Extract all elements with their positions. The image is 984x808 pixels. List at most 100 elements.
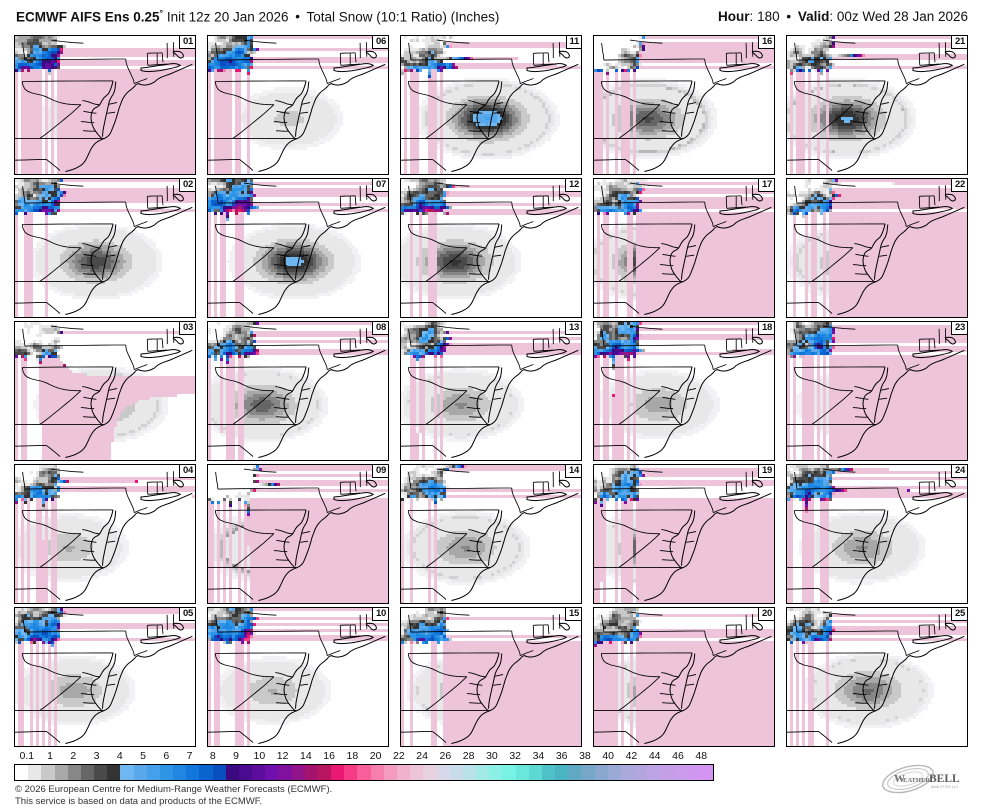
colorbar-swatch <box>80 765 95 780</box>
colorbar-swatch <box>41 765 55 780</box>
ensemble-panel-16[interactable]: 16 <box>593 35 775 175</box>
colorbar-tick: 32 <box>509 750 521 762</box>
colorbar-swatch <box>199 765 213 780</box>
colorbar-swatch <box>278 765 292 780</box>
colorbar-tick: 12 <box>277 750 289 762</box>
hour-label: Hour <box>718 9 750 24</box>
ensemble-panel-01[interactable]: 01 <box>14 35 196 175</box>
panel-number-label: 25 <box>951 608 967 621</box>
ensemble-panel-08[interactable]: 08 <box>207 321 389 461</box>
colorbar-swatch <box>265 765 279 780</box>
colorbar-tick: 20 <box>370 750 382 762</box>
panel-number-label: 23 <box>951 322 967 335</box>
colorbar-swatch <box>173 765 187 780</box>
ensemble-panel-04[interactable]: 04 <box>14 464 196 604</box>
colorbar-swatch <box>699 765 714 780</box>
colorbar-swatch <box>502 765 516 780</box>
colorbar-tick: 36 <box>556 750 568 762</box>
colorbar-tick: 7 <box>187 750 193 762</box>
colorbar-swatch <box>344 765 358 780</box>
panel-number-label: 02 <box>179 179 195 192</box>
colorbar-tick-labels: 0.1 1 2 3 4 5 6 7 8 9 10 12 14 16 18 20 22 24 26 28 30 32 34 36… <box>14 750 714 764</box>
colorbar-swatch <box>370 765 384 780</box>
panel-number-label: 13 <box>565 322 581 335</box>
ensemble-panel-05[interactable]: 05 <box>14 607 196 747</box>
panel-number-label: 01 <box>179 36 195 49</box>
panel-number-label: 15 <box>565 608 581 621</box>
ensemble-panel-02[interactable]: 02 <box>14 178 196 318</box>
panel-number-label: 21 <box>951 36 967 49</box>
panel-number-label: 22 <box>951 179 967 192</box>
colorbar-tick: 0.1 <box>19 750 34 762</box>
colorbar-tick: 9 <box>233 750 239 762</box>
colorbar-swatch <box>410 765 424 780</box>
colorbar-swatch <box>252 765 266 780</box>
panel-number-label: 03 <box>179 322 195 335</box>
ensemble-panel-19[interactable]: 19 <box>593 464 775 604</box>
colorbar-swatch <box>476 765 490 780</box>
colorbar-tick: 28 <box>463 750 475 762</box>
colorbar-swatch <box>304 765 318 780</box>
colorbar-swatch <box>159 765 174 780</box>
colorbar-tick: 1 <box>47 750 53 762</box>
colorbar-tick: 14 <box>300 750 312 762</box>
ensemble-panel-10[interactable]: 10 <box>207 607 389 747</box>
colorbar-swatch <box>647 765 661 780</box>
ensemble-panel-12[interactable]: 12 <box>400 178 582 318</box>
colorbar-swatch <box>423 765 437 780</box>
ensemble-panel-14[interactable]: 14 <box>400 464 582 604</box>
colorbar-swatch <box>528 765 542 780</box>
colorbar-tick: 48 <box>695 750 707 762</box>
ensemble-panel-11[interactable]: 11 <box>400 35 582 175</box>
colorbar-swatch <box>146 765 160 780</box>
ensemble-panel-15[interactable]: 15 <box>400 607 582 747</box>
panel-number-label: 04 <box>179 465 195 478</box>
init-time: Init 12z 20 Jan 2026 <box>167 9 289 24</box>
footer-attribution: © 2026 European Centre for Medium-Range … <box>15 784 615 807</box>
colorbar-swatch <box>515 765 529 780</box>
page-header: ECMWF AIFS Ens 0.25° Init 12z 20 Jan 202… <box>0 0 984 32</box>
ensemble-panel-18[interactable]: 18 <box>593 321 775 461</box>
panel-number-label: 18 <box>758 322 774 335</box>
ensemble-panel-17[interactable]: 17 <box>593 178 775 318</box>
colorbar-swatch <box>54 765 68 780</box>
colorbar-swatch <box>357 765 371 780</box>
colorbar-swatch <box>555 765 569 780</box>
colorbar-tick: 6 <box>163 750 169 762</box>
ensemble-panel-06[interactable]: 06 <box>207 35 389 175</box>
colorbar-swatch <box>317 765 332 780</box>
panel-number-label: 09 <box>372 465 388 478</box>
colorbar-tick: 3 <box>94 750 100 762</box>
hour-value: 180 <box>757 9 780 24</box>
header-left-title: ECMWF AIFS Ens 0.25° Init 12z 20 Jan 202… <box>16 8 499 25</box>
ensemble-panel-07[interactable]: 07 <box>207 178 389 318</box>
ensemble-panel-03[interactable]: 03 <box>14 321 196 461</box>
colorbar-swatch <box>15 765 29 780</box>
panel-number-label: 24 <box>951 465 967 478</box>
product-name: Total Snow (10:1 Ratio) (Inches) <box>307 9 500 24</box>
colorbar-swatch <box>94 765 108 780</box>
colorbar-swatch <box>291 765 305 780</box>
ensemble-panel-13[interactable]: 13 <box>400 321 582 461</box>
ensemble-panel-21[interactable]: 21 <box>786 35 968 175</box>
weatherbell-logo: W EATHER BELL ANALYTICS LLC <box>874 762 970 796</box>
colorbar-swatch <box>212 765 226 780</box>
ensemble-panel-20[interactable]: 20 <box>593 607 775 747</box>
colorbar-swatch <box>660 765 674 780</box>
colorbar-swatch <box>449 765 463 780</box>
colorbar-swatch <box>489 765 503 780</box>
colorbar-tick: 16 <box>323 750 335 762</box>
ensemble-panel-grid: 01 06 11 16 21 02 07 12 17 22 03 08 13 18 23 04 09 14 19 24… <box>14 35 970 749</box>
panel-number-label: 20 <box>758 608 774 621</box>
ensemble-panel-09[interactable]: 09 <box>207 464 389 604</box>
colorbar-tick: 10 <box>254 750 266 762</box>
panel-number-label: 17 <box>758 179 774 192</box>
ensemble-panel-22[interactable]: 22 <box>786 178 968 318</box>
header-right-title: Hour: 180 • Valid: 00z Wed 28 Jan 2026 <box>718 9 968 24</box>
colorbar-swatch <box>383 765 397 780</box>
colorbar-tick: 30 <box>486 750 498 762</box>
ensemble-panel-25[interactable]: 25 <box>786 607 968 747</box>
ensemble-panel-23[interactable]: 23 <box>786 321 968 461</box>
ensemble-panel-24[interactable]: 24 <box>786 464 968 604</box>
